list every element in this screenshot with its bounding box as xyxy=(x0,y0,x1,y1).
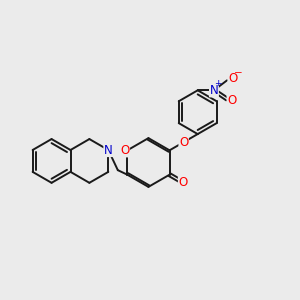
Text: N: N xyxy=(104,143,113,157)
Text: O: O xyxy=(228,72,237,85)
Text: O: O xyxy=(179,136,188,149)
Text: O: O xyxy=(178,176,188,189)
Text: −: − xyxy=(234,68,242,78)
Text: +: + xyxy=(214,79,222,88)
Text: N: N xyxy=(210,84,218,97)
Text: O: O xyxy=(227,94,236,107)
Text: O: O xyxy=(120,144,130,157)
